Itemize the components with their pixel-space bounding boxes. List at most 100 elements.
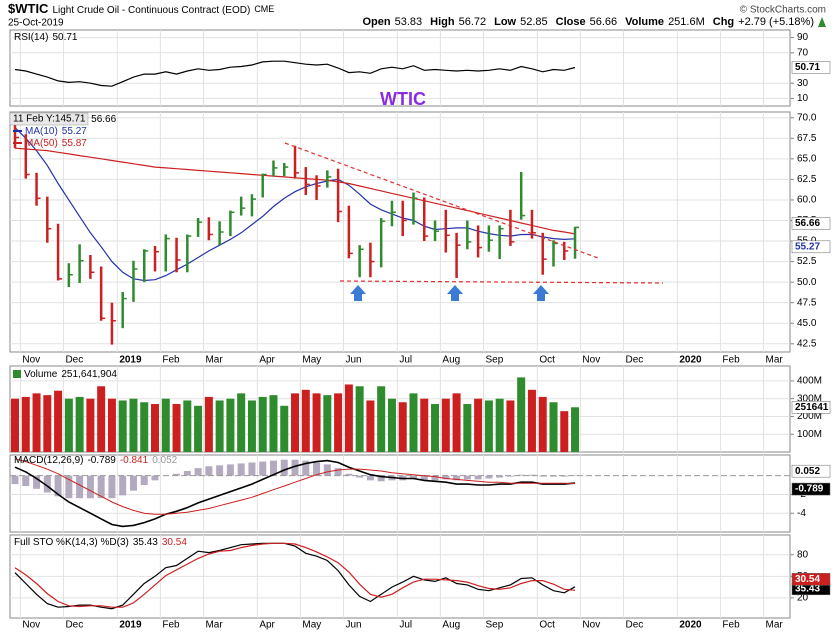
quote-value: 52.85 <box>520 16 548 28</box>
volume-bar <box>484 400 493 452</box>
volume-bar <box>247 400 256 452</box>
x-tick-label: 2020 <box>679 355 702 366</box>
value-box <box>791 240 831 254</box>
y-tick-label: 300M <box>797 393 822 404</box>
quote-label: Open <box>362 16 390 28</box>
x-tick-label: Nov <box>22 355 40 366</box>
x-tick-label: Mar <box>766 355 784 366</box>
volume-bar <box>172 404 181 452</box>
histogram-bar <box>237 463 245 476</box>
y-tick-label: 50.0 <box>797 277 817 288</box>
histogram-bar <box>442 475 450 480</box>
y-tick-label: 200M <box>797 411 822 422</box>
volume-bar <box>107 398 116 452</box>
volume-bar <box>291 393 300 452</box>
legend-title: Full STO %K(14,3) %D(3) <box>14 537 129 548</box>
volume-bar <box>344 384 353 452</box>
volume-bar <box>237 393 246 452</box>
volume-bar <box>204 396 213 452</box>
x-tick-label: Apr <box>259 620 275 631</box>
quote-label: High <box>430 16 455 28</box>
legend: MA(10) 55.27 <box>25 126 87 137</box>
histogram-bar <box>205 466 213 476</box>
legend-name: MA(10) <box>25 126 58 137</box>
legend-value: 30.54 <box>162 537 187 548</box>
x-tick-label: May <box>302 620 321 631</box>
histogram-bar <box>345 473 353 476</box>
y-tick-label: 20 <box>797 593 809 604</box>
x-tick-label: 2020 <box>679 620 702 631</box>
y-tick-label: -4 <box>797 508 806 519</box>
histogram-bar <box>517 474 525 476</box>
histogram-bar <box>366 475 374 481</box>
value-box <box>791 573 831 586</box>
volume-bar <box>387 398 396 452</box>
x-tick-label: Dec <box>626 355 644 366</box>
value-box <box>791 482 831 496</box>
volume-bar <box>43 395 52 452</box>
x-tick-label: Feb <box>162 620 180 631</box>
x-tick-label: 2019 <box>119 355 142 366</box>
x-tick-label: Mar <box>205 355 223 366</box>
tooltip-box <box>9 112 89 126</box>
volume-bar <box>280 405 289 452</box>
legend: Volume 251,641,904 <box>24 369 117 380</box>
legend-value: 55.87 <box>62 138 87 149</box>
histogram-bar <box>33 475 41 489</box>
volume-bar <box>215 400 224 452</box>
histogram-bar <box>323 464 331 476</box>
histogram-bar <box>194 468 202 476</box>
histogram-bar <box>173 473 181 476</box>
histogram-bar <box>528 474 536 476</box>
quote-label: Close <box>556 16 586 28</box>
value-box-label: 55.27 <box>795 241 820 252</box>
histogram-bar <box>76 475 84 499</box>
quote-label: Low <box>494 16 516 28</box>
histogram-bar <box>248 462 256 476</box>
volume-bar <box>420 398 429 452</box>
value-box-label: 251641 <box>795 402 829 413</box>
value-box-label: 30.54 <box>795 574 820 585</box>
y-tick-label: 60.0 <box>797 195 817 206</box>
histogram-bar <box>108 475 116 499</box>
instrument-name: Light Crude Oil - Continuous Contract (E… <box>52 5 250 16</box>
histogram-bar <box>129 475 137 491</box>
arrow <box>447 285 463 301</box>
histogram-bar <box>474 475 482 480</box>
indicator-line <box>14 458 576 515</box>
histogram-bar <box>259 461 267 476</box>
legend-title: Volume <box>24 369 58 380</box>
legend-swatch <box>13 370 21 378</box>
volume-bar <box>517 377 526 452</box>
legend: MA(50) 55.87 <box>25 138 87 149</box>
x-tick-label: Aug <box>442 620 460 631</box>
y-tick-label: 90 <box>797 32 809 43</box>
volume-bar <box>301 389 310 452</box>
quote-label: Chg <box>713 16 734 28</box>
volume-bar <box>118 400 127 452</box>
histogram-bar <box>97 475 105 499</box>
y-tick-label: 100M <box>797 429 822 440</box>
value-box-label: 35.43 <box>795 583 820 594</box>
legend-value: 50.71 <box>52 32 77 43</box>
quote-value: 56.66 <box>590 16 618 28</box>
histogram-bar <box>291 459 299 476</box>
legend-value: 55.27 <box>62 126 87 137</box>
value-box-label: 56.66 <box>795 218 820 229</box>
volume-bar <box>183 400 192 452</box>
legend-name: RSI(14) <box>14 32 48 43</box>
volume-bar <box>64 398 73 452</box>
volume-bar <box>258 396 267 452</box>
indicator-line <box>14 542 576 608</box>
histogram-bar <box>463 475 471 480</box>
volume-bar <box>21 396 30 452</box>
source: © StockCharts.com <box>740 5 826 16</box>
volume-bar <box>441 398 450 452</box>
volume-bar <box>312 393 321 452</box>
volume-bar <box>129 398 138 452</box>
x-tick-label: Feb <box>722 355 740 366</box>
x-tick-label: 2019 <box>119 620 142 631</box>
y-tick-label: 65.0 <box>797 153 817 164</box>
y-tick-label: 42.5 <box>797 338 817 349</box>
